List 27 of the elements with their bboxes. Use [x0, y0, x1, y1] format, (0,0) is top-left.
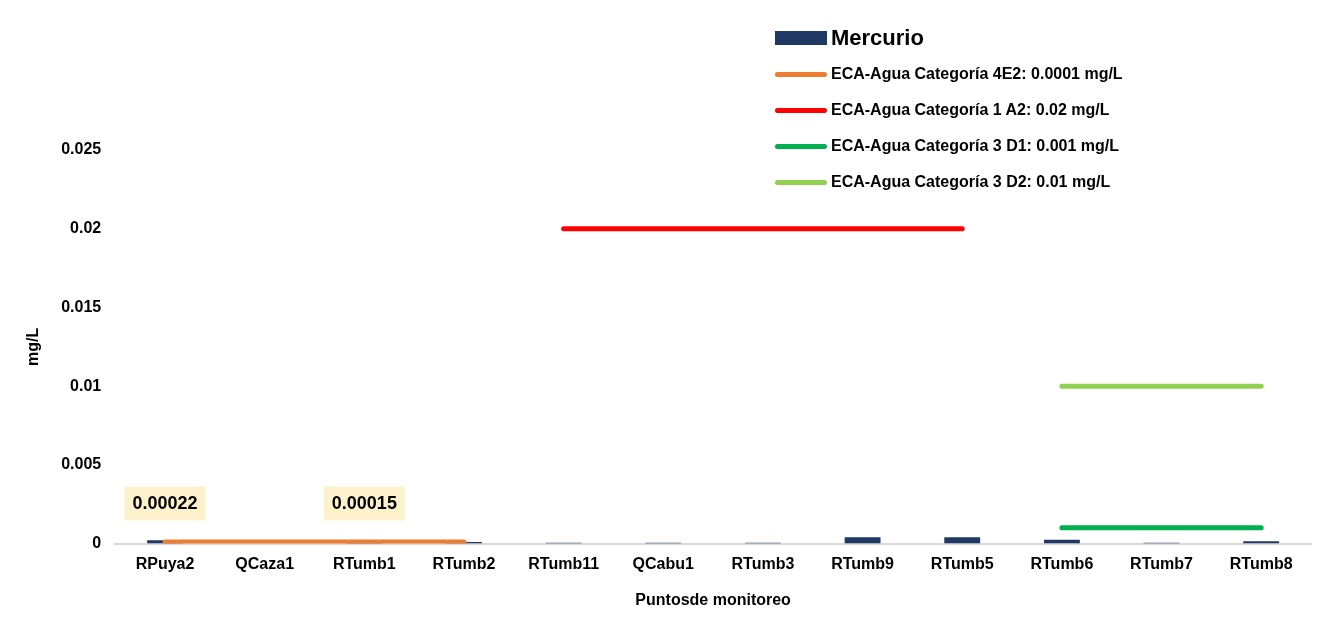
y-tick-label: 0.02 — [70, 219, 102, 237]
x-tick-label: RTumb11 — [528, 554, 600, 572]
legend-label: ECA-Agua Categoría 4E2: 0.0001 mg/L — [831, 65, 1123, 83]
legend-label: ECA-Agua Categoría 1 A2: 0.02 mg/L — [831, 101, 1110, 119]
x-tick-label: RTumb9 — [831, 554, 895, 572]
x-tick-label: RTumb3 — [731, 554, 795, 572]
x-tick-label: RPuya2 — [135, 554, 195, 572]
y-axis-title: mg/L — [24, 327, 42, 366]
legend-label: ECA-Agua Categoría 3 D2: 0.01 mg/L — [831, 173, 1111, 191]
data-label: 0.00022 — [132, 492, 198, 513]
data-label: 0.00015 — [331, 492, 397, 513]
legend-label: Mercurio — [831, 25, 924, 51]
legend-label: ECA-Agua Categoría 3 D1: 0.001 mg/L — [831, 137, 1120, 155]
x-tick-label: QCaza1 — [235, 554, 295, 572]
x-tick-label: RTumb2 — [432, 554, 496, 572]
x-axis-title: Puntosde monitoreo — [635, 590, 792, 608]
x-tick-label: QCabu1 — [632, 554, 695, 572]
x-tick-label: RTumb5 — [930, 554, 994, 572]
x-tick-label: RTumb6 — [1030, 554, 1094, 572]
x-tick-label: RTumb7 — [1130, 554, 1194, 572]
x-tick-label: RTumb8 — [1229, 554, 1293, 572]
y-tick-label: 0.025 — [61, 140, 102, 158]
y-tick-label: 0.015 — [61, 297, 102, 315]
y-tick-label: 0.01 — [70, 376, 102, 394]
y-tick-label: 0.005 — [61, 455, 102, 473]
x-tick-label: RTumb1 — [332, 554, 396, 572]
y-tick-label: 0 — [92, 534, 102, 552]
